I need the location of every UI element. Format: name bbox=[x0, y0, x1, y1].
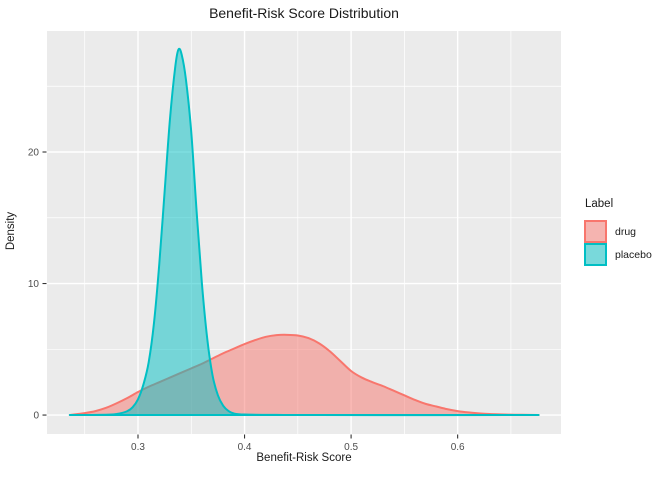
legend-label-placebo: placebo bbox=[615, 248, 652, 261]
legend-label-drug: drug bbox=[615, 225, 637, 238]
legend-entry-placebo: placebo bbox=[584, 243, 652, 266]
x-tick-label: 0.5 bbox=[344, 442, 358, 453]
x-tick-label: 0.3 bbox=[131, 442, 145, 453]
legend-title: Label bbox=[585, 198, 614, 210]
legend-key-placebo bbox=[584, 243, 607, 266]
density-curve-placebo bbox=[68, 47, 540, 417]
legend-entry-drug: drug bbox=[584, 220, 652, 243]
legend-key-drug bbox=[584, 220, 607, 243]
y-tick-label: 10 bbox=[28, 279, 40, 290]
x-tick-label: 0.4 bbox=[238, 442, 252, 453]
y-axis-title: Density bbox=[5, 211, 17, 251]
x-axis-title: Benefit-Risk Score bbox=[256, 452, 352, 464]
legend-entries: drug placebo bbox=[584, 220, 652, 266]
y-tick-label: 20 bbox=[28, 148, 40, 159]
x-tick-label: 0.6 bbox=[451, 442, 465, 453]
legend: Label drug placebo bbox=[584, 198, 652, 266]
chart-title: Benefit-Risk Score Distribution bbox=[209, 5, 399, 21]
y-tick-label: 0 bbox=[33, 411, 39, 422]
